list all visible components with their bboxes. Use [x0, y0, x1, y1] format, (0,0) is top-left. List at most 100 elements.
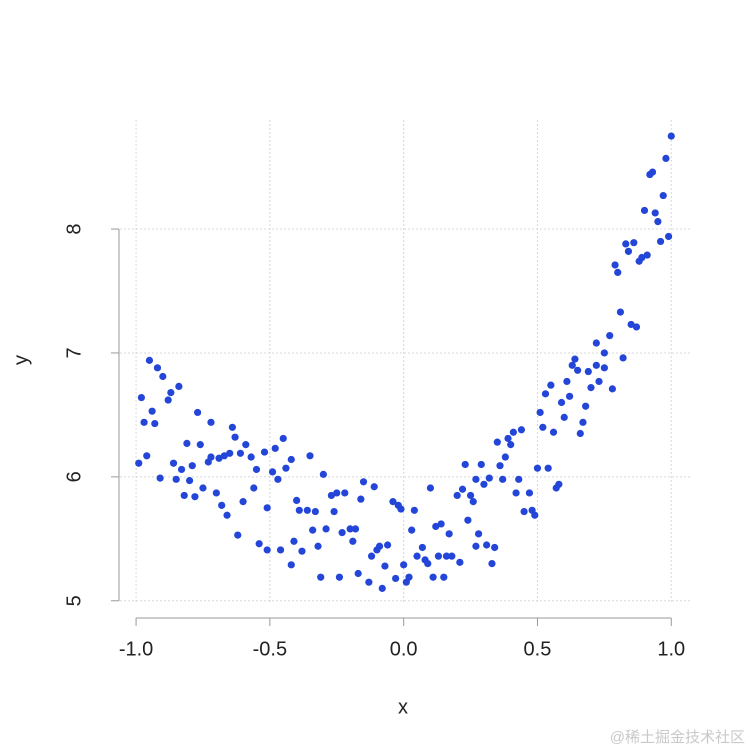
point	[370, 483, 378, 491]
x-tick-label: 0.0	[390, 638, 418, 660]
point	[592, 361, 600, 369]
point	[381, 562, 389, 570]
point	[555, 480, 563, 488]
point	[367, 552, 376, 560]
point	[507, 441, 515, 449]
point	[640, 206, 649, 215]
x-tick-label: 1.0	[657, 638, 685, 660]
point	[207, 418, 215, 426]
point	[234, 531, 242, 539]
point	[333, 489, 341, 497]
point	[651, 209, 659, 217]
point	[541, 390, 550, 398]
point	[485, 474, 493, 482]
point	[228, 423, 236, 431]
y-axis-label: y	[10, 355, 32, 365]
point	[549, 428, 558, 436]
point	[330, 507, 338, 516]
point	[525, 489, 534, 497]
point	[260, 448, 269, 456]
point	[624, 247, 633, 255]
point	[643, 251, 651, 259]
point	[314, 542, 322, 550]
point	[153, 364, 162, 372]
point	[276, 546, 285, 554]
point	[137, 393, 146, 402]
point	[242, 441, 250, 449]
point	[654, 218, 662, 226]
point	[236, 449, 245, 457]
point	[571, 355, 579, 363]
point	[375, 542, 384, 550]
point	[317, 573, 325, 581]
point	[461, 460, 469, 469]
x-tick-label: -0.5	[253, 638, 287, 660]
point	[349, 537, 357, 545]
point	[560, 413, 568, 421]
point	[424, 559, 432, 568]
point	[177, 465, 186, 474]
point	[319, 470, 327, 478]
point	[531, 511, 539, 519]
x-axis-label: x	[398, 696, 408, 718]
point	[493, 438, 501, 446]
point	[606, 331, 614, 340]
watermark: @稀土掘金技术社区	[610, 729, 745, 746]
point	[207, 453, 215, 461]
point	[437, 520, 445, 528]
point	[515, 475, 523, 483]
point	[322, 525, 330, 533]
point	[456, 558, 464, 566]
point	[648, 168, 657, 176]
point	[223, 511, 231, 519]
point	[397, 505, 405, 513]
x-tick-label: 0.5	[524, 638, 552, 660]
point	[667, 132, 675, 140]
point	[440, 573, 448, 581]
point	[418, 543, 426, 552]
point	[638, 253, 646, 262]
point	[311, 507, 319, 516]
point	[539, 423, 547, 431]
point	[619, 354, 627, 362]
point	[148, 407, 156, 415]
point	[378, 584, 386, 592]
y-tick-label: 6	[63, 471, 85, 482]
point	[309, 526, 317, 534]
point	[630, 239, 638, 247]
point	[298, 547, 306, 555]
point	[252, 465, 261, 474]
point	[469, 498, 477, 506]
point	[557, 398, 566, 407]
point	[185, 476, 194, 485]
point	[287, 561, 295, 569]
point	[429, 573, 437, 581]
point	[268, 468, 277, 476]
point	[220, 452, 228, 460]
point	[408, 526, 416, 534]
point	[263, 504, 271, 512]
point	[587, 384, 595, 392]
point	[405, 573, 413, 581]
point	[271, 444, 279, 452]
point	[499, 475, 507, 483]
point	[239, 498, 247, 506]
point	[600, 349, 608, 357]
point	[426, 484, 435, 492]
point	[496, 462, 504, 470]
y-tick-label: 8	[63, 223, 85, 234]
point	[175, 382, 183, 391]
point	[140, 418, 148, 426]
point	[448, 552, 456, 560]
point	[464, 516, 472, 524]
point	[151, 419, 159, 428]
point	[143, 452, 151, 460]
point	[156, 474, 164, 482]
point	[196, 441, 204, 449]
point	[614, 268, 622, 277]
point	[600, 364, 608, 372]
point	[616, 308, 625, 316]
point	[341, 489, 349, 497]
point	[335, 573, 344, 581]
